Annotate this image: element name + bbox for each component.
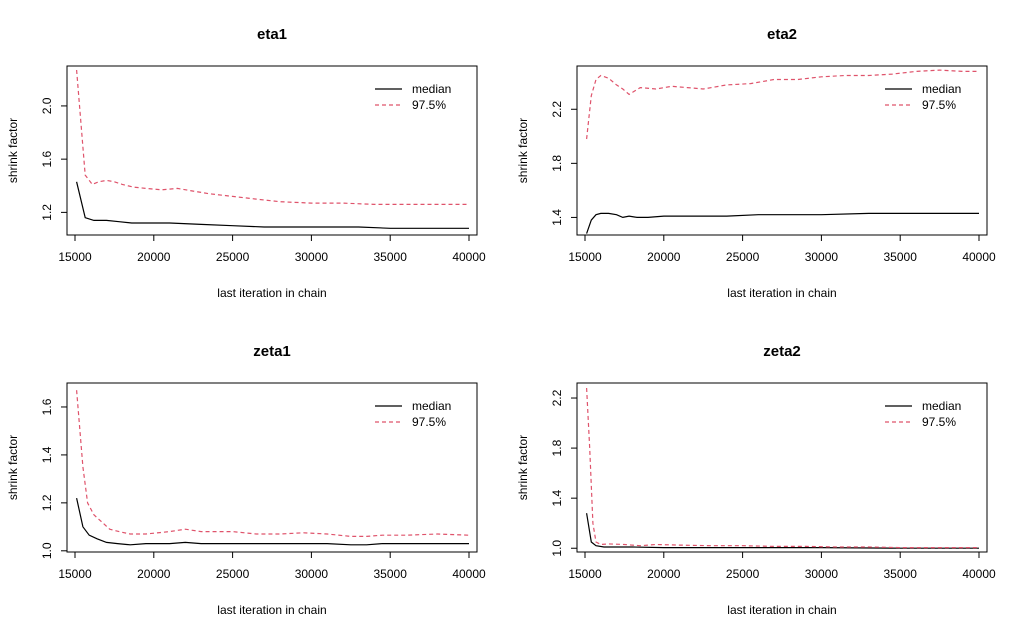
series-line-upper-975 (586, 69, 979, 140)
chart-title: zeta2 (763, 343, 801, 360)
x-tick-label: 20000 (647, 250, 681, 264)
chart-title: eta2 (767, 26, 797, 43)
legend-label: median (412, 82, 451, 96)
plot-frame (576, 65, 988, 236)
plot-frame (66, 382, 478, 553)
series-line-median (586, 212, 979, 234)
y-tick-label: 1.2 (40, 204, 54, 221)
y-axis-label: shrink factor (516, 435, 530, 500)
legend-label: median (922, 399, 961, 413)
x-tick-label: 35000 (374, 567, 408, 581)
x-tick-label: 35000 (374, 250, 408, 264)
x-axis-label: last iteration in chain (217, 286, 326, 300)
series-line-upper-975 (76, 390, 470, 538)
y-tick-label: 2.2 (550, 101, 564, 118)
chart-title: zeta1 (253, 343, 291, 360)
x-tick-label: 25000 (726, 567, 760, 581)
x-axis-label: last iteration in chain (217, 603, 326, 617)
chart-title: eta1 (257, 26, 287, 43)
x-tick-label: 25000 (216, 567, 250, 581)
legend-label: 97.5% (922, 415, 956, 429)
y-tick-label: 1.6 (40, 150, 54, 167)
x-tick-label: 40000 (452, 250, 486, 264)
legend-label: median (412, 399, 451, 413)
x-tick-label: 40000 (452, 567, 486, 581)
y-tick-label: 1.2 (40, 494, 54, 511)
x-axis-label: last iteration in chain (727, 286, 836, 300)
x-tick-label: 30000 (805, 250, 839, 264)
series-line-median (76, 181, 469, 229)
x-tick-label: 35000 (884, 567, 918, 581)
y-tick-label: 1.6 (40, 398, 54, 415)
plot-frame (66, 65, 478, 236)
y-tick-label: 1.4 (550, 490, 564, 507)
legend-label: median (922, 82, 961, 96)
x-tick-label: 40000 (962, 567, 996, 581)
series-line-upper-975 (76, 69, 469, 205)
y-tick-label: 1.8 (550, 155, 564, 172)
y-tick-label: 2.2 (550, 389, 564, 406)
chart-panel-zeta2: zeta2 15000 20000 25000 30000 35000 40000 1.0 1.… (516, 343, 996, 617)
x-tick-label: 40000 (962, 250, 996, 264)
legend-label: 97.5% (412, 415, 446, 429)
series-line-upper-975 (586, 387, 979, 549)
x-tick-label: 30000 (295, 567, 329, 581)
chart-panel-eta2: eta2 15000 20000 25000 30000 35000 40000 1.4 1.8… (516, 26, 996, 300)
x-tick-label: 20000 (137, 250, 171, 264)
x-tick-label: 25000 (216, 250, 250, 264)
y-axis-label: shrink factor (516, 118, 530, 183)
x-tick-label: 15000 (568, 567, 602, 581)
legend-label: 97.5% (412, 98, 446, 112)
x-tick-label: 30000 (805, 567, 839, 581)
x-tick-label: 20000 (647, 567, 681, 581)
chart-panel-eta1: eta1 15000 20000 25000 30000 35000 40000 1.2 1.6… (6, 26, 486, 300)
x-tick-label: 30000 (295, 250, 329, 264)
y-tick-label: 1.0 (550, 540, 564, 557)
y-tick-label: 1.4 (550, 209, 564, 226)
legend-label: 97.5% (922, 98, 956, 112)
x-tick-label: 20000 (137, 567, 171, 581)
x-tick-label: 15000 (58, 250, 92, 264)
chart-panel-zeta1: zeta1 15000 20000 25000 30000 35000 40000 1.0 1.… (6, 343, 486, 617)
y-tick-label: 2.0 (40, 97, 54, 114)
x-tick-label: 35000 (884, 250, 918, 264)
x-axis-label: last iteration in chain (727, 603, 836, 617)
series-line-median (586, 513, 979, 549)
x-tick-label: 25000 (726, 250, 760, 264)
y-tick-label: 1.4 (40, 446, 54, 463)
y-axis-label: shrink factor (6, 435, 20, 500)
plot-frame (576, 382, 988, 553)
y-tick-label: 1.8 (550, 439, 564, 456)
y-axis-label: shrink factor (6, 118, 20, 183)
y-tick-label: 1.0 (40, 542, 54, 559)
series-line-median (76, 497, 469, 546)
x-tick-label: 15000 (58, 567, 92, 581)
x-tick-label: 15000 (568, 250, 602, 264)
